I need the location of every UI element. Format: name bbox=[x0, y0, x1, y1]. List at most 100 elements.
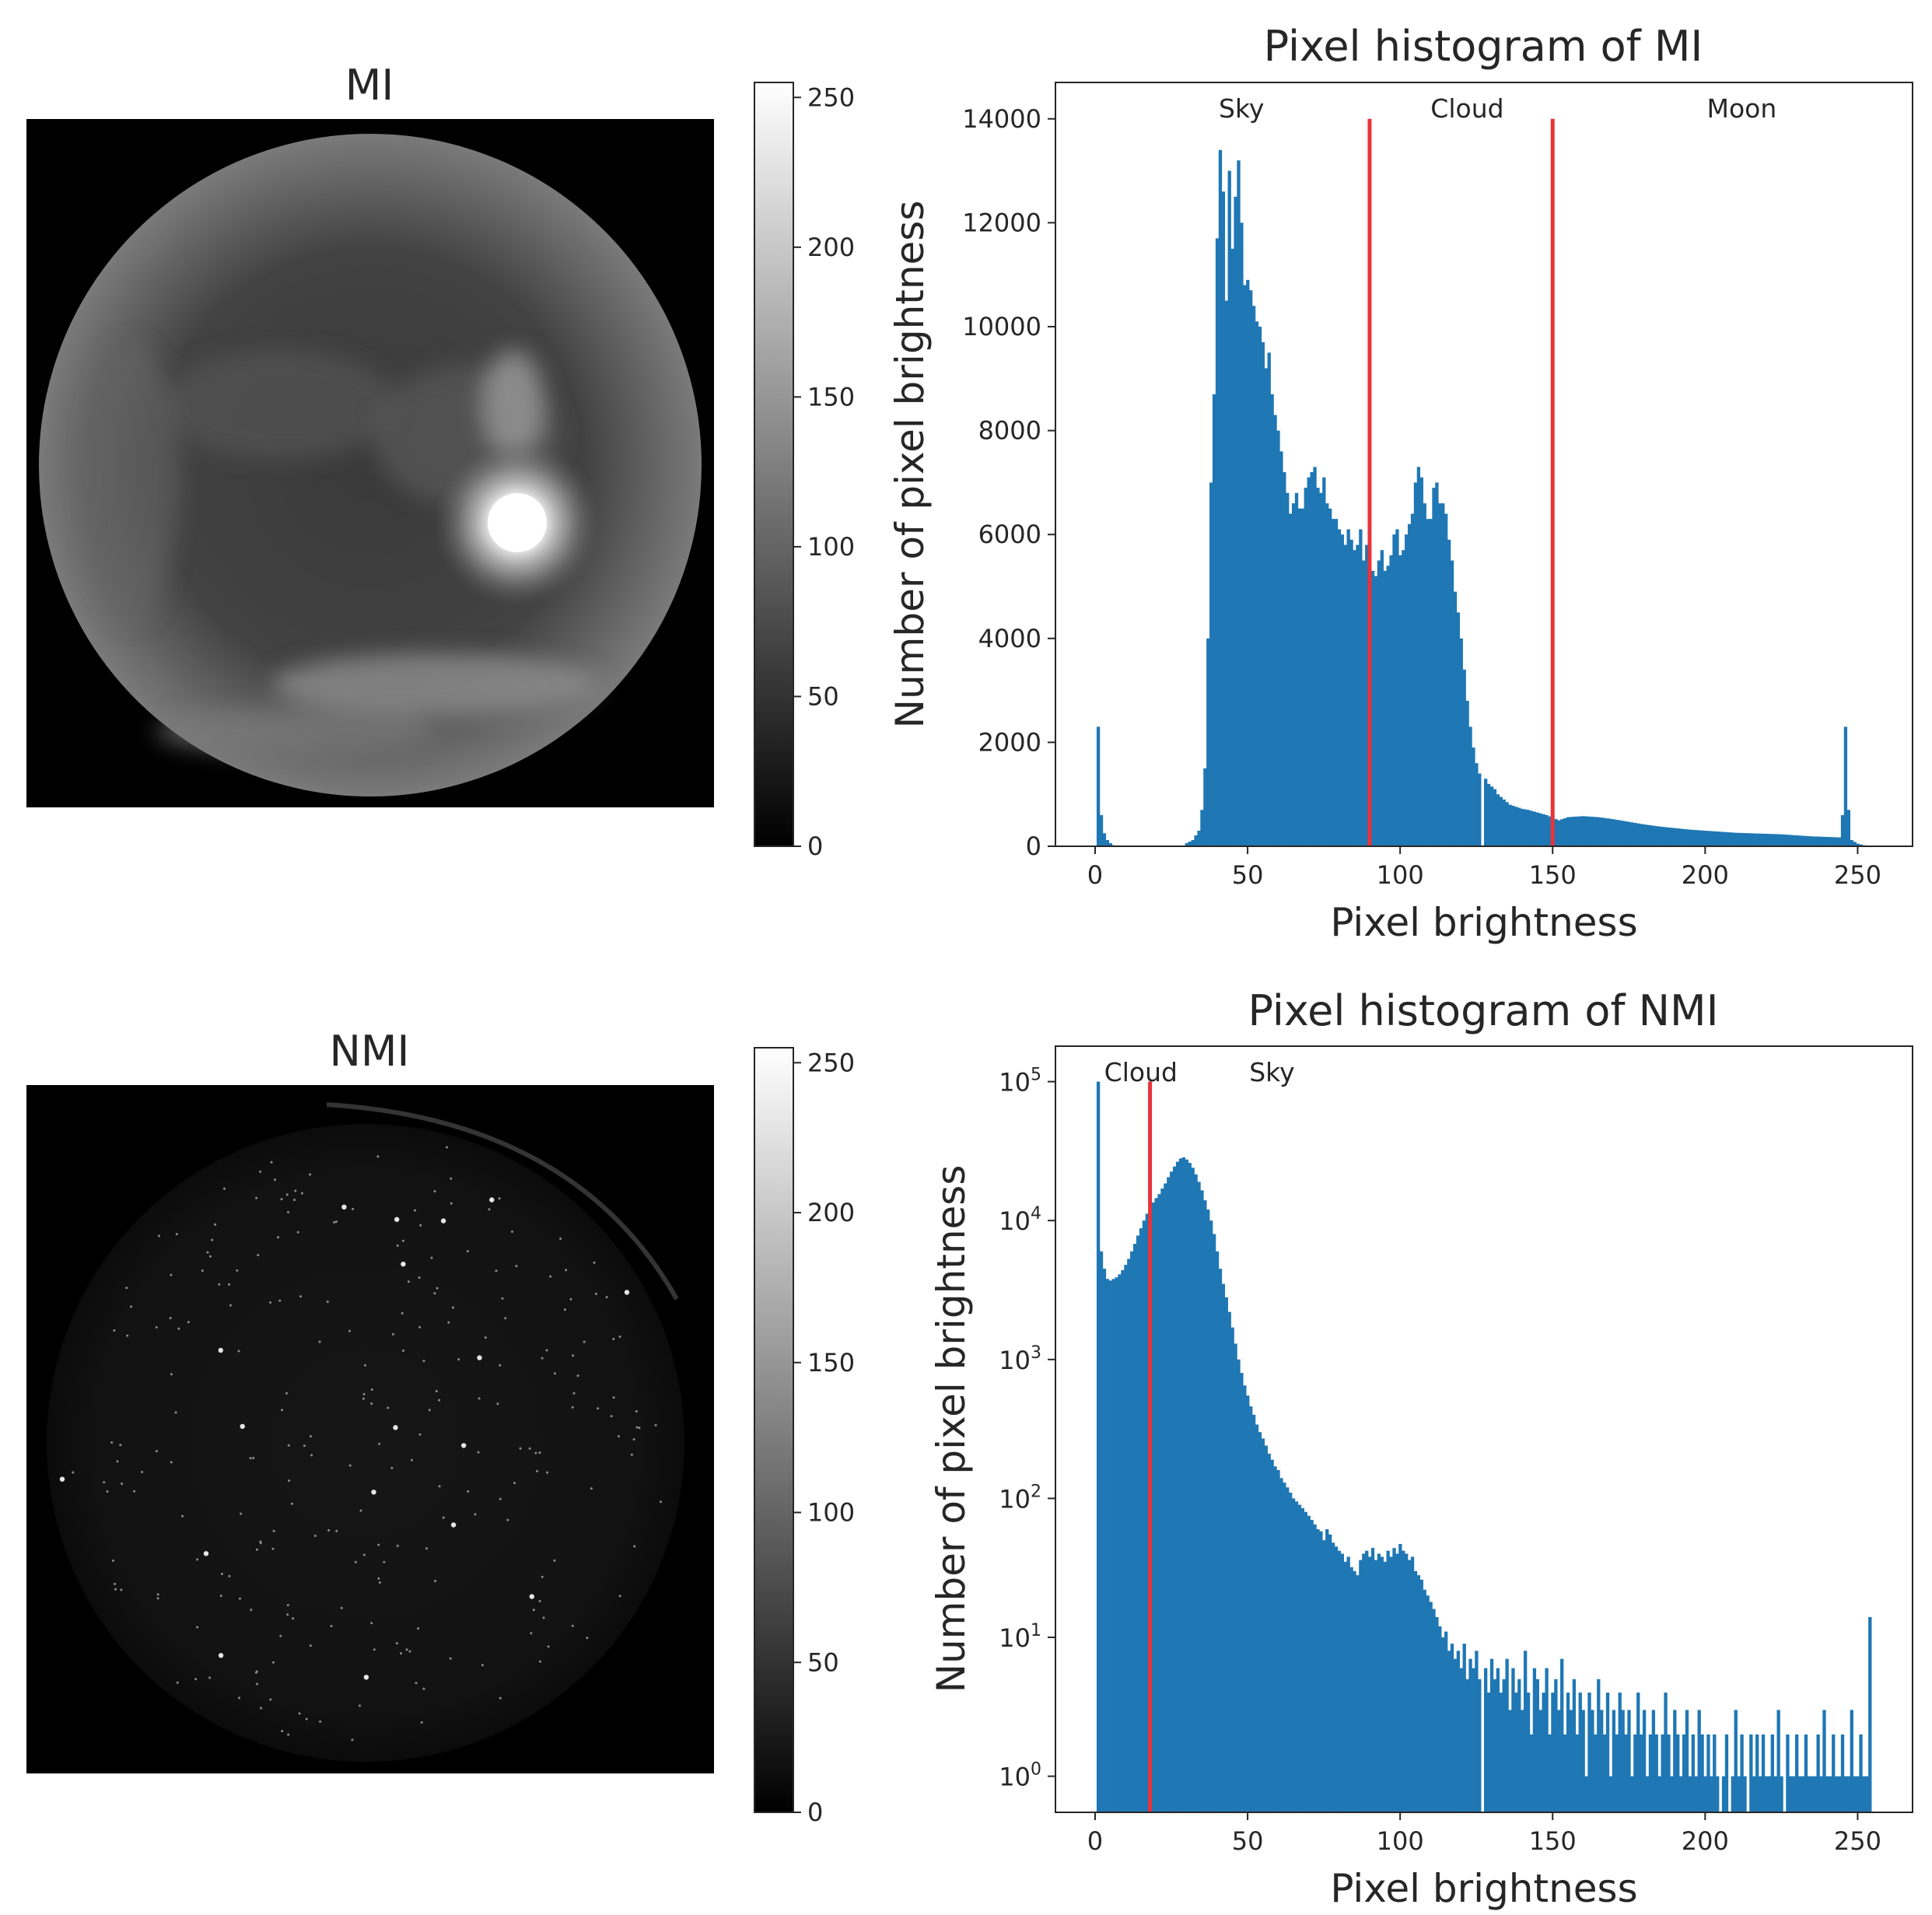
nmi-star bbox=[133, 1490, 136, 1493]
nmi-star bbox=[174, 1411, 177, 1414]
mi-histogram-bar bbox=[1721, 831, 1726, 846]
nmi-star bbox=[467, 1490, 470, 1493]
nmi-star bbox=[285, 1392, 288, 1395]
mi-histogram-region-label: Moon bbox=[1706, 93, 1776, 124]
nmi-histogram-bar bbox=[1127, 1259, 1131, 1812]
nmi-histogram: Pixel histogram of NMI Cloud Sky 0 50 100 15… bbox=[929, 986, 1913, 1911]
nmi-histogram-bar bbox=[1600, 1710, 1604, 1812]
mi-histogram-bar bbox=[1657, 826, 1661, 846]
nmi-histogram-bar bbox=[1337, 1550, 1342, 1812]
nmi-histogram-bar bbox=[1648, 1734, 1653, 1812]
nmi-histogram-bar bbox=[1246, 1395, 1250, 1812]
nmi-star bbox=[310, 1435, 312, 1438]
mi-histogram-bar bbox=[1251, 306, 1256, 846]
nmi-histogram-bar bbox=[1462, 1644, 1466, 1812]
mi-histogram-bar bbox=[1413, 482, 1418, 846]
mi-histogram-bar bbox=[1432, 488, 1436, 846]
nmi-histogram-bar bbox=[1386, 1550, 1390, 1812]
nmi-histogram-bar bbox=[1807, 1776, 1811, 1812]
nmi-histogram-bar bbox=[1489, 1658, 1494, 1812]
nmi-star bbox=[390, 1467, 394, 1469]
nmi-histogram-bar bbox=[1172, 1166, 1177, 1812]
mi-histogram-bar bbox=[1789, 835, 1793, 846]
mi-histogram-bar bbox=[1600, 817, 1604, 846]
nmi-histogram-bar bbox=[1706, 1734, 1710, 1812]
nmi-histogram-bar bbox=[1322, 1540, 1326, 1812]
nmi-star bbox=[610, 1415, 613, 1418]
nmi-histogram-bar bbox=[1832, 1734, 1836, 1812]
mi-histogram-bar bbox=[1773, 834, 1777, 846]
mi-histogram-bar bbox=[1453, 591, 1458, 846]
nmi-histogram-x-tick-label: 250 bbox=[1834, 1826, 1881, 1856]
mi-histogram-bar bbox=[1200, 810, 1204, 846]
nmi-star bbox=[511, 1231, 513, 1233]
nmi-histogram-bar bbox=[1673, 1710, 1677, 1812]
mi-histogram-bar bbox=[1270, 394, 1274, 847]
mi-histogram-x-tick-label: 250 bbox=[1834, 860, 1881, 890]
mi-histogram-bar bbox=[1194, 835, 1198, 846]
mi-histogram-bar bbox=[1834, 837, 1839, 846]
nmi-star bbox=[395, 1642, 398, 1645]
nmi-histogram-bar bbox=[1234, 1343, 1237, 1812]
nmi-star bbox=[362, 1397, 365, 1400]
mi-histogram-bar bbox=[1188, 841, 1192, 846]
mi-histogram-bar bbox=[1566, 817, 1570, 846]
mi-histogram-bar bbox=[1594, 817, 1598, 846]
nmi-star bbox=[442, 1516, 445, 1519]
nmi-histogram-bar bbox=[1697, 1710, 1701, 1812]
nmi-star bbox=[433, 1190, 436, 1193]
nmi-histogram-bar bbox=[1310, 1520, 1314, 1812]
mi-colorbar-tick-label: 200 bbox=[807, 233, 855, 262]
mi-histogram-bar bbox=[1279, 451, 1283, 846]
nmi-star bbox=[428, 1409, 431, 1412]
nmi-star bbox=[112, 1559, 114, 1562]
nmi-histogram-y-tick-label: 105 bbox=[999, 1066, 1041, 1098]
mi-histogram-bar bbox=[1843, 726, 1848, 846]
nmi-star bbox=[496, 1402, 499, 1406]
mi-histogram-bar bbox=[1825, 836, 1829, 846]
nmi-histogram-bar bbox=[1496, 1668, 1500, 1812]
mi-histogram-bar bbox=[1752, 833, 1756, 846]
nmi-star bbox=[141, 1471, 144, 1473]
mi-histogram-bar bbox=[1472, 747, 1475, 846]
nmi-star bbox=[156, 1593, 159, 1596]
nmi-histogram-bar bbox=[1115, 1277, 1118, 1812]
nmi-histogram-bars bbox=[1096, 1081, 1872, 1812]
nmi-histogram-bar bbox=[1654, 1734, 1658, 1812]
nmi-histogram-y-tick-label: 100 bbox=[999, 1760, 1041, 1792]
nmi-histogram-bar bbox=[1426, 1595, 1430, 1812]
nmi-star bbox=[529, 1594, 534, 1599]
nmi-star bbox=[250, 1609, 253, 1612]
mi-colorbar-tick-label: 50 bbox=[807, 681, 839, 711]
nmi-star bbox=[272, 1529, 275, 1532]
nmi-colorbar-tick-label: 250 bbox=[807, 1048, 855, 1077]
nmi-histogram-bar bbox=[1224, 1297, 1228, 1812]
nmi-star bbox=[327, 1528, 331, 1532]
nmi-histogram-bar bbox=[1597, 1679, 1601, 1812]
mi-histogram-bar bbox=[1578, 816, 1582, 846]
nmi-star bbox=[351, 1738, 354, 1742]
mi-histogram-bar bbox=[1746, 833, 1750, 846]
nmi-colorbar-gradient bbox=[754, 1047, 794, 1813]
nmi-star bbox=[638, 1427, 641, 1430]
mi-histogram-bar bbox=[1291, 503, 1296, 846]
nmi-star bbox=[170, 1461, 173, 1464]
nmi-histogram-bar bbox=[1602, 1734, 1607, 1812]
mi-histogram-x-ticks: 0 50 100 150 200 250 bbox=[1087, 846, 1881, 890]
nmi-star bbox=[279, 1634, 282, 1637]
nmi-star bbox=[632, 1438, 635, 1441]
mi-histogram-bar bbox=[1185, 842, 1188, 846]
nmi-star bbox=[530, 1632, 533, 1635]
nmi-histogram-bar bbox=[1661, 1734, 1664, 1812]
nmi-histogram-bar bbox=[1307, 1515, 1311, 1812]
nmi-star bbox=[488, 1208, 491, 1211]
nmi-star bbox=[272, 1661, 275, 1664]
nmi-star bbox=[260, 1707, 263, 1710]
nmi-star bbox=[177, 1327, 180, 1330]
nmi-star bbox=[541, 1575, 544, 1578]
mi-histogram-bar bbox=[1734, 832, 1738, 846]
nmi-histogram-bar bbox=[1859, 1734, 1863, 1812]
nmi-histogram-bar bbox=[1554, 1679, 1558, 1812]
mi-histogram-bar bbox=[1450, 560, 1454, 846]
nmi-star bbox=[170, 1373, 173, 1376]
